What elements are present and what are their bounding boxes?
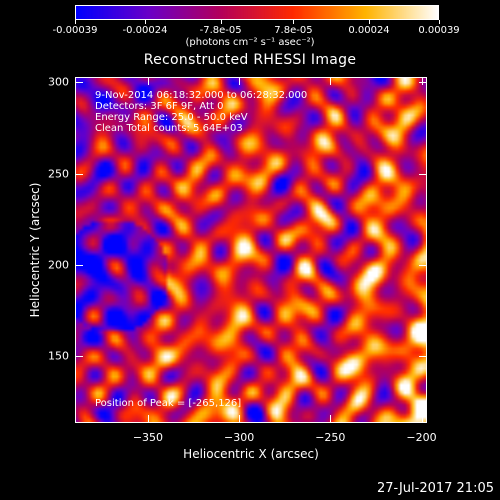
colorbar-tick-label: -7.8e-05 bbox=[199, 25, 242, 36]
colorbar bbox=[75, 5, 439, 20]
y-tick bbox=[75, 82, 83, 84]
y-tick-right bbox=[419, 173, 427, 175]
colorbar-tick bbox=[220, 20, 222, 24]
x-tick-label: −350 bbox=[132, 431, 164, 444]
y-tick-right bbox=[419, 355, 427, 357]
colorbar-units: (photons cm⁻² s⁻¹ asec⁻²) bbox=[185, 37, 315, 48]
y-tick bbox=[75, 264, 83, 266]
footer-timestamp: 27-Jul-2017 21:05 bbox=[376, 481, 494, 496]
x-tick bbox=[330, 415, 332, 423]
x-tick-top bbox=[421, 77, 423, 85]
colorbar-tick-label: -0.00024 bbox=[122, 25, 168, 36]
y-tick bbox=[75, 173, 83, 175]
colorbar-tick bbox=[293, 20, 295, 24]
chart-title: Reconstructed RHESSI Image bbox=[143, 52, 357, 68]
annotation-peak-position: Position of Peak = [-265,126] bbox=[95, 398, 242, 409]
y-tick-label: 300 bbox=[48, 75, 69, 89]
x-tick-label: −300 bbox=[224, 431, 255, 444]
annotation-detectors: Detectors: 3F 6F 9F, Att 0 bbox=[95, 101, 224, 112]
x-tick-label: −200 bbox=[406, 431, 437, 444]
x-tick bbox=[421, 415, 423, 423]
x-tick-top bbox=[239, 77, 241, 85]
colorbar-tick bbox=[145, 20, 146, 24]
colorbar-tick-label: -0.00039 bbox=[52, 25, 98, 36]
colorbar-tick bbox=[75, 20, 76, 24]
colorbar-tick-label: 0.00039 bbox=[418, 25, 460, 36]
heatmap-image bbox=[75, 77, 427, 423]
x-tick-top bbox=[147, 77, 149, 85]
x-tick bbox=[239, 415, 241, 423]
annotation-time-range: 9-Nov-2014 06:18:32.000 to 06:28:32.000 bbox=[95, 90, 308, 101]
x-axis-label: Heliocentric X (arcsec) bbox=[183, 447, 319, 461]
colorbar-tick bbox=[439, 20, 440, 24]
y-tick-right bbox=[419, 264, 427, 266]
colorbar-tick bbox=[369, 20, 370, 24]
y-tick bbox=[75, 355, 83, 357]
annotation-energy: Energy Range: 25.0 - 50.0 keV bbox=[95, 112, 248, 123]
y-tick-label: 200 bbox=[48, 258, 69, 272]
y-axis-label: Heliocentric Y (arcsec) bbox=[28, 182, 42, 318]
y-tick-label: 250 bbox=[48, 167, 69, 181]
colorbar-tick-label: 7.8e-05 bbox=[274, 25, 313, 36]
annotation-counts: Clean Total counts: 5.64E+03 bbox=[95, 123, 243, 134]
y-tick-label: 150 bbox=[48, 349, 69, 363]
colorbar-tick-label: 0.00024 bbox=[348, 25, 390, 36]
x-tick bbox=[147, 415, 149, 423]
y-tick-right bbox=[419, 82, 427, 84]
x-tick-top bbox=[330, 77, 332, 85]
x-tick-label: −250 bbox=[315, 431, 346, 444]
